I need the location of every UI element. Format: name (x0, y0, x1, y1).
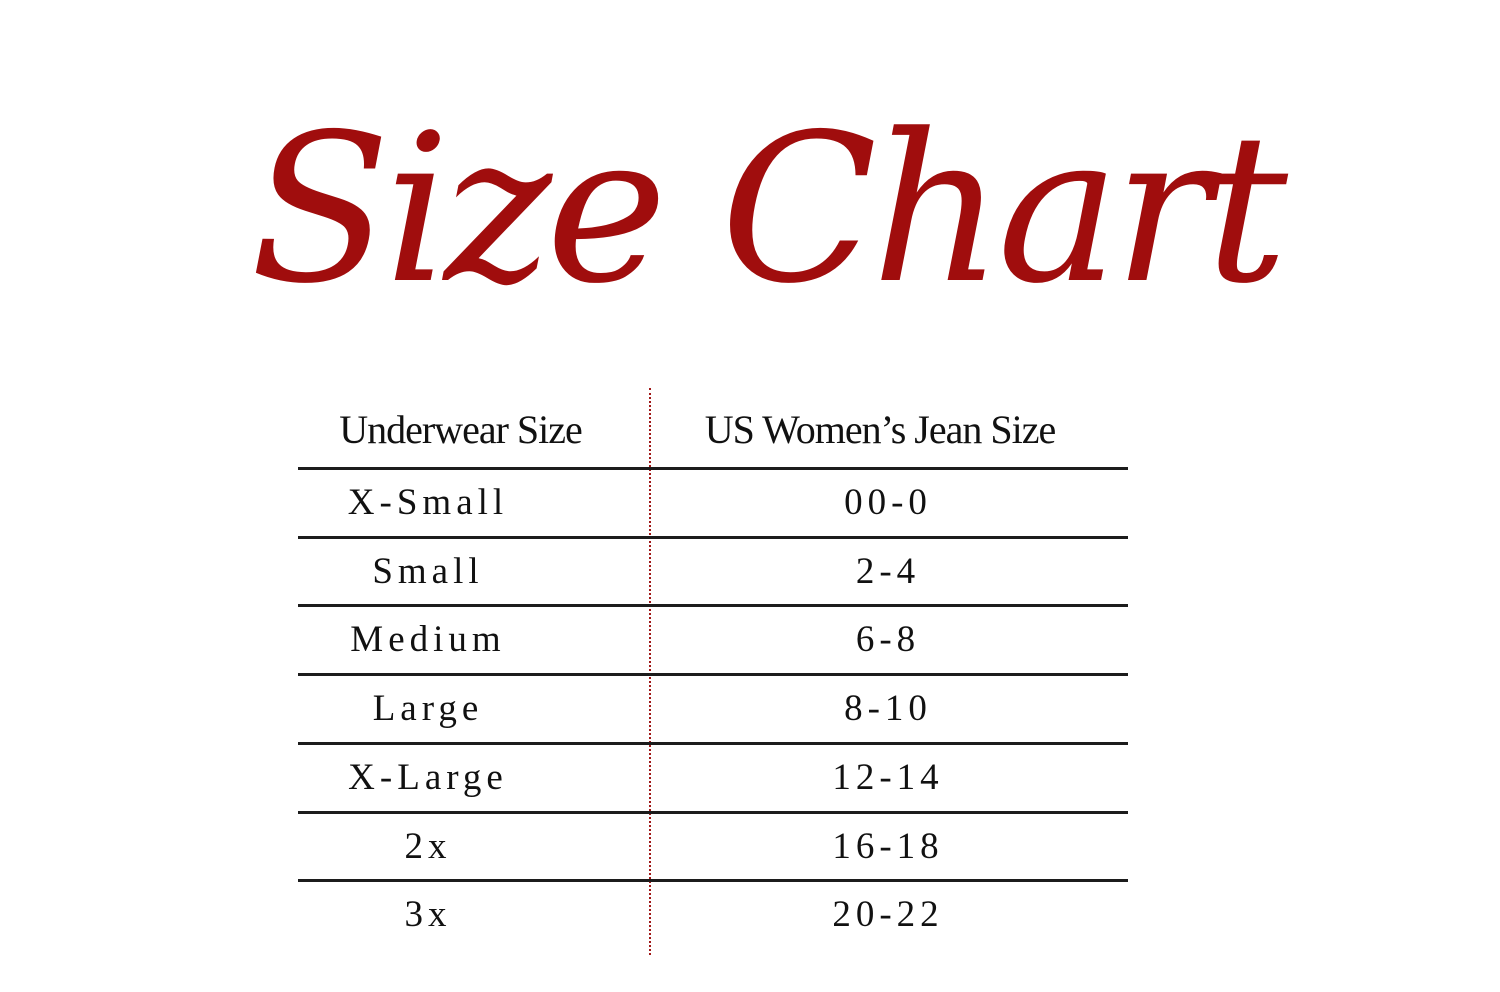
underwear-size-cell: X-Small (347, 482, 509, 523)
underwear-size-cell: Large (372, 688, 484, 730)
jean-size-cell: 00-0 (844, 482, 932, 523)
table-row: Large 8-10 (298, 676, 1128, 744)
underwear-size-cell: Medium (350, 619, 506, 661)
jean-size-cell: 8-10 (844, 688, 932, 730)
underwear-size-cell: 2x (404, 825, 452, 867)
underwear-size-cell: X-Large (348, 756, 508, 798)
row-rule (298, 673, 1128, 677)
page-title: Size Chart (250, 91, 1288, 329)
jean-size-cell: 16-18 (832, 825, 944, 867)
table-row: 3x 20-22 (298, 882, 1128, 950)
header-jean-size: US Women’s Jean Size (704, 407, 1056, 452)
table-row: 2x 16-18 (298, 814, 1128, 882)
jean-size-cell: 6-8 (855, 619, 921, 661)
jean-size-cell: 20-22 (832, 894, 944, 936)
header-underwear-size: Underwear Size (339, 407, 583, 452)
jean-size-cell: 12-14 (832, 756, 944, 798)
row-rule (298, 741, 1128, 745)
row-rule (298, 604, 1128, 608)
column-divider (649, 388, 651, 955)
table-row: Small 2-4 (298, 539, 1128, 607)
row-rule (298, 467, 1128, 470)
row-rule (298, 810, 1128, 814)
underwear-size-cell: Small (372, 550, 484, 592)
underwear-size-cell: 3x (404, 894, 452, 936)
row-rule (298, 879, 1128, 883)
table-row: Medium 6-8 (298, 607, 1128, 675)
jean-size-cell: 2-4 (855, 550, 921, 592)
row-rule (298, 535, 1128, 539)
table-row: X-Small 00-0 (298, 470, 1128, 538)
table-row: X-Large 12-14 (298, 745, 1128, 813)
